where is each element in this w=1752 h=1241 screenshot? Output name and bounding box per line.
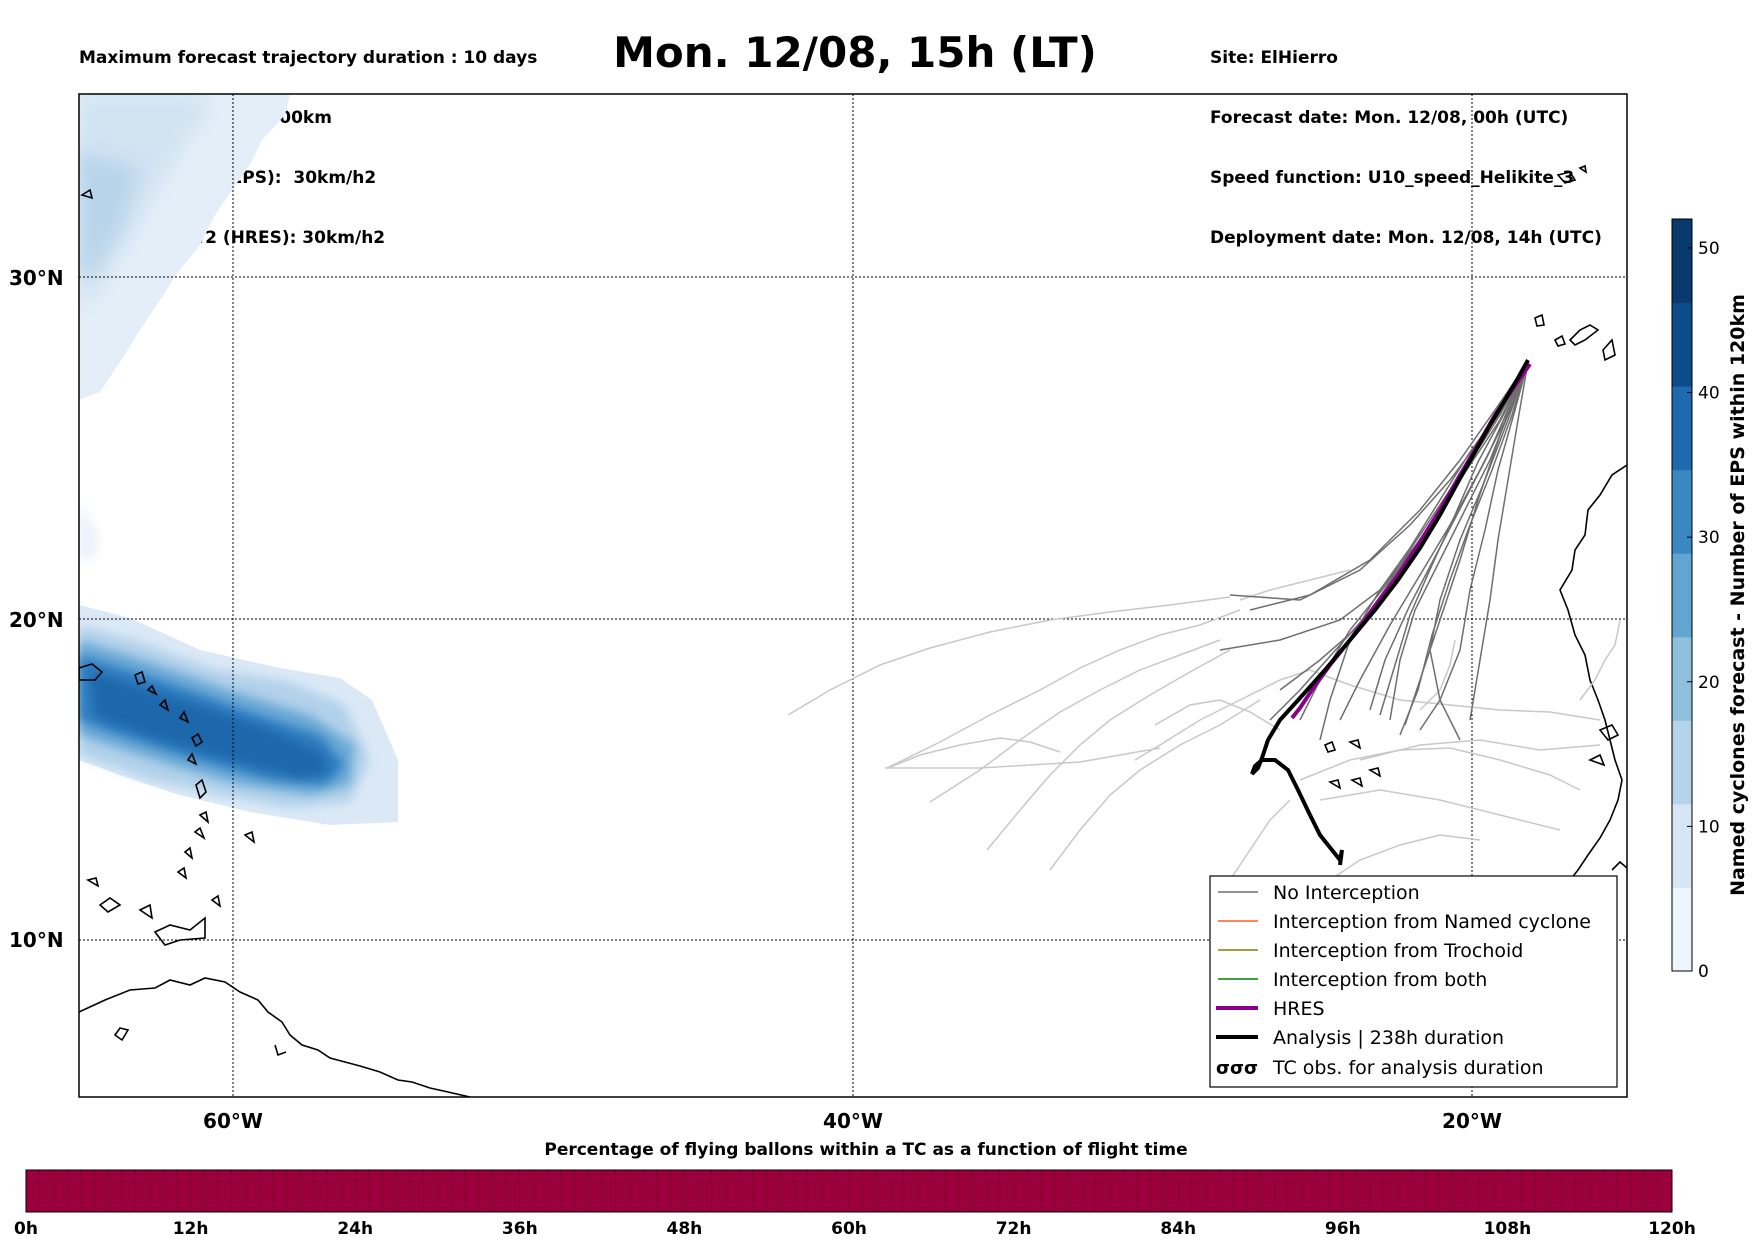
colorbar-right-band: [1672, 887, 1692, 972]
colorbar-bottom-tick-label: 120h: [1648, 1219, 1696, 1239]
legend-label: No Interception: [1273, 882, 1420, 904]
ensemble-track-light: [787, 596, 1231, 716]
west-africa-coast: [1559, 464, 1627, 881]
ensemble-track-light: [1359, 739, 1601, 761]
header-right-line: Site: ElHierro: [1210, 48, 1338, 68]
colorbar-bottom-tick-label: 108h: [1484, 1219, 1532, 1239]
lon-label: 60°W: [203, 1109, 263, 1133]
colorbar-right-band: [1672, 302, 1692, 387]
trajectories-light: [787, 569, 1621, 881]
colorbar-right-band: [1672, 720, 1692, 805]
colorbar-right-band: [1672, 553, 1692, 638]
ensemble-track-light: [1154, 699, 1281, 731]
colorbar-bottom: Percentage of flying ballons within a TC…: [14, 1140, 1696, 1239]
colorbar-bottom-tick-label: 0h: [14, 1219, 38, 1239]
page-title: Mon. 12/08, 15h (LT): [613, 28, 1097, 77]
canary-islands: [1568, 324, 1600, 346]
lat-label: 30°N: [9, 266, 64, 290]
header-right-line: Speed function: U10_speed_Helikite_3: [1210, 168, 1575, 188]
ensemble-track-light: [885, 747, 1161, 769]
coastlines: [79, 164, 1627, 1097]
colorbar-right-frame: [1671, 218, 1693, 972]
colorbar-bottom-tick-label: 72h: [996, 1219, 1032, 1239]
ensemble-track: [1469, 361, 1529, 721]
south-america-coast: [79, 977, 471, 1097]
ensemble-track-light: [1299, 747, 1581, 791]
legend-label: Interception from Trochoid: [1273, 940, 1523, 962]
legend-label: Interception from both: [1273, 969, 1487, 991]
lon-label: 40°W: [823, 1109, 883, 1133]
lat-label: 20°N: [9, 608, 64, 632]
ensemble-track-light: [1419, 639, 1456, 711]
colorbar-right: 0 10 20 30 40 50 Named cyclones forecast - Nu…: [1671, 218, 1749, 982]
ensemble-track: [1229, 361, 1529, 601]
colorbar-right-label: Named cyclones forecast - Number of EPS …: [1727, 294, 1749, 896]
colorbar-right-tick-label: 20: [1698, 673, 1720, 693]
ensemble-track: [1219, 361, 1529, 651]
ensemble-track: [1429, 361, 1529, 741]
legend-label: Analysis | 238h duration: [1273, 1027, 1504, 1049]
caribbean-islands: [79, 663, 104, 681]
colorbar-bottom-title: Percentage of flying ballons within a TC…: [544, 1140, 1187, 1160]
ensemble-track-light: [1239, 569, 1351, 601]
header-right-line: Forecast date: Mon. 12/08, 00h (UTC): [1210, 108, 1569, 128]
colorbar-bottom-tick-label: 12h: [173, 1219, 209, 1239]
ensemble-track-light: [1229, 799, 1291, 881]
map-frame: [78, 93, 1628, 1098]
ensemble-track-light: [986, 649, 1231, 851]
cyclone-obs-icon: σσσ: [1216, 1058, 1258, 1079]
colorbar-right-band: [1672, 803, 1692, 888]
ensemble-track-light: [1579, 619, 1621, 701]
colorbar-right-tick-label: 30: [1698, 528, 1720, 548]
trajectories-no-interception: [1219, 361, 1529, 741]
colorbar-bottom-tick-label: 84h: [1160, 1219, 1196, 1239]
lat-label: 10°N: [9, 928, 64, 952]
legend-box: [1209, 875, 1618, 1088]
cyclone-density-band: [79, 605, 398, 825]
analysis-trajectory: [1250, 359, 1530, 866]
ensemble-track-light: [1134, 669, 1601, 761]
colorbar-right-tick-label: 50: [1698, 239, 1720, 259]
colorbar-bottom-tick-label: 60h: [831, 1219, 867, 1239]
colorbar-right-band: [1672, 219, 1692, 304]
colorbar-bottom-bar: [25, 1169, 1673, 1213]
ensemble-track: [1249, 361, 1529, 611]
ensemble-track-light: [929, 639, 1221, 803]
colorbar-right-band: [1672, 469, 1692, 554]
header-metadata-right: Site: ElHierro Forecast date: Mon. 12/08…: [1210, 8, 1602, 268]
ensemble-track: [1369, 361, 1529, 711]
legend-label: Interception from Named cyclone: [1273, 911, 1591, 933]
cape-verde-islands: [1323, 740, 1337, 753]
header-left-line: Maximum forecast trajectory duration : 1…: [79, 48, 538, 68]
colorbar-bottom-tick-label: 48h: [667, 1219, 703, 1239]
ensemble-track: [1419, 361, 1529, 731]
colorbar-right-tick-label: 40: [1698, 384, 1720, 404]
map-area: [79, 94, 1627, 1097]
ensemble-track-light: [1049, 699, 1261, 871]
ensemble-track-light: [887, 737, 1061, 769]
colorbar-right-band: [1672, 636, 1692, 721]
colorbar-right-band: [1672, 386, 1692, 471]
colorbar-right-tick-label: 0: [1698, 962, 1709, 982]
header-right-line: Deployment date: Mon. 12/08, 14h (UTC): [1210, 228, 1602, 248]
ensemble-track-light: [1319, 789, 1561, 831]
colorbar-right-tick-label: 10: [1698, 817, 1720, 837]
colorbar-bottom-tick-label: 96h: [1325, 1219, 1361, 1239]
ensemble-track-light: [1329, 834, 1481, 881]
lon-label: 20°W: [1442, 1109, 1502, 1133]
cyclone-density-north: [79, 94, 290, 560]
colorbar-bottom-tick-label: 24h: [337, 1219, 373, 1239]
ensemble-track-light: [886, 609, 1241, 769]
ensemble-track: [1339, 361, 1529, 721]
axis-labels: 30°N 20°N 10°N 60°W 40°W 20°W: [9, 266, 1502, 1133]
legend-label: HRES: [1273, 998, 1325, 1020]
legend: No Interception Interception from Named …: [1209, 875, 1618, 1088]
colorbar-bottom-tick-label: 36h: [502, 1219, 538, 1239]
ensemble-track: [1399, 361, 1529, 736]
legend-label: TC obs. for analysis duration: [1272, 1057, 1544, 1079]
